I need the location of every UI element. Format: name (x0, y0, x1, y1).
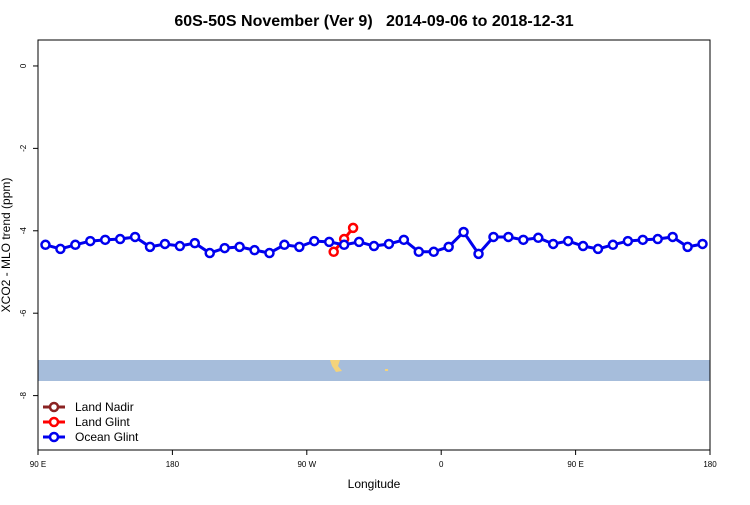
data-point (503, 231, 514, 243)
chart-title: 60S-50S November (Ver 9) 2014-09-06 to 2… (174, 13, 573, 30)
data-point (383, 238, 395, 250)
y-axis-label: XCO2 - MLO trend (ppm) (0, 178, 13, 313)
legend-label: Ocean Glint (75, 430, 139, 444)
data-point (368, 240, 380, 252)
data-point (55, 243, 66, 255)
data-point (577, 240, 589, 252)
data-point (667, 231, 678, 243)
data-point (458, 226, 469, 238)
data-point (129, 231, 141, 243)
x-tick-label: 90 W (297, 460, 316, 469)
data-point (562, 235, 574, 247)
data-point (398, 234, 410, 246)
x-tick-label: 0 (439, 460, 444, 469)
data-point (85, 235, 96, 247)
data-point (347, 222, 359, 234)
data-point (144, 241, 156, 253)
data-point (219, 242, 230, 254)
land-patch (330, 360, 342, 372)
data-point (309, 235, 320, 247)
x-tick-label: 90 E (567, 460, 583, 469)
x-tick-label: 180 (166, 460, 180, 469)
data-point (204, 247, 215, 259)
x-tick-label: 90 E (30, 460, 46, 469)
data-point (697, 238, 708, 250)
plot-frame (37, 39, 711, 451)
land-patch (385, 369, 388, 371)
data-point (114, 233, 126, 245)
data-point (682, 241, 693, 253)
data-point (279, 239, 290, 251)
data-point (547, 238, 559, 250)
data-point (159, 238, 171, 250)
y-tick-label: -4 (19, 227, 28, 235)
data-point (533, 232, 544, 244)
legend-marker (48, 431, 60, 443)
data-point (294, 241, 305, 253)
data-point (234, 241, 245, 253)
data-point (637, 234, 649, 246)
map-strip (38, 360, 710, 381)
data-point (428, 246, 439, 258)
data-point (473, 248, 484, 260)
data-point (249, 244, 260, 256)
data-point (518, 234, 529, 246)
y-tick-label: 0 (19, 63, 28, 68)
legend-label: Land Glint (75, 415, 130, 429)
data-point (40, 239, 51, 251)
y-tick-label: -8 (19, 392, 28, 400)
data-point (338, 239, 350, 251)
data-point (413, 246, 425, 258)
data-point (592, 243, 604, 255)
data-point (264, 247, 275, 259)
y-tick-label: -2 (19, 144, 28, 152)
data-point (99, 234, 111, 246)
data-point (70, 239, 81, 251)
data-point (607, 239, 619, 251)
data-point (323, 236, 335, 248)
data-point (353, 236, 365, 248)
data-point (174, 240, 186, 252)
data-point (488, 231, 499, 243)
legend-marker (48, 416, 60, 428)
x-tick-label: 180 (703, 460, 717, 469)
data-point (443, 241, 454, 253)
legend-marker (48, 401, 60, 413)
data-point (189, 237, 201, 249)
data-point (652, 233, 663, 245)
data-point (622, 235, 634, 247)
data-point (328, 246, 339, 258)
legend-label: Land Nadir (75, 400, 134, 414)
y-tick-label: -6 (19, 309, 28, 317)
x-axis-label: Longitude (348, 477, 401, 491)
